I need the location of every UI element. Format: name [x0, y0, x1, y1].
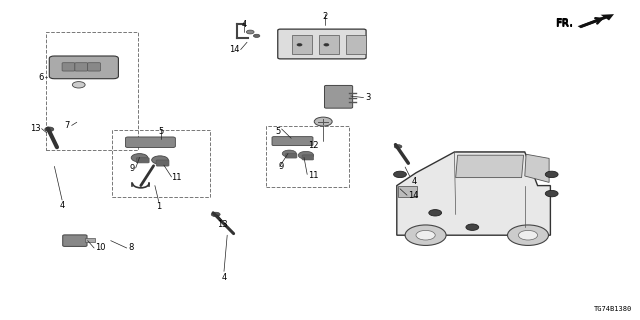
Text: 4: 4 [242, 20, 247, 29]
FancyBboxPatch shape [88, 63, 100, 71]
Text: 3: 3 [365, 93, 370, 102]
Text: FR.: FR. [555, 19, 573, 29]
Text: 6: 6 [38, 73, 44, 82]
Text: 10: 10 [95, 244, 105, 252]
FancyBboxPatch shape [136, 158, 149, 163]
Circle shape [405, 225, 446, 245]
Text: 5: 5 [159, 127, 164, 136]
Bar [319, 35, 339, 54]
FancyBboxPatch shape [302, 155, 314, 160]
Text: 11: 11 [308, 171, 319, 180]
Circle shape [72, 82, 85, 88]
FancyBboxPatch shape [272, 137, 313, 146]
Bar [346, 35, 366, 54]
FancyBboxPatch shape [278, 29, 366, 59]
Text: 7: 7 [64, 121, 69, 130]
Text: 11: 11 [172, 173, 182, 182]
Circle shape [297, 44, 302, 46]
Polygon shape [456, 155, 524, 178]
Circle shape [394, 171, 406, 178]
Circle shape [282, 150, 296, 157]
Text: 13: 13 [218, 220, 228, 229]
Circle shape [545, 171, 558, 178]
Bar [266, 126, 349, 187]
Circle shape [314, 117, 332, 126]
Circle shape [211, 212, 220, 217]
Circle shape [518, 230, 538, 240]
Bar [112, 130, 210, 197]
Text: TG74B1380: TG74B1380 [594, 306, 632, 312]
Polygon shape [397, 152, 550, 235]
Circle shape [246, 30, 254, 34]
Text: 14: 14 [230, 45, 240, 54]
Bar [85, 238, 95, 242]
Circle shape [152, 156, 168, 164]
FancyBboxPatch shape [125, 137, 175, 148]
FancyBboxPatch shape [63, 235, 87, 246]
Circle shape [394, 145, 402, 148]
FancyArrow shape [578, 14, 614, 28]
Circle shape [298, 151, 314, 159]
Circle shape [131, 154, 148, 162]
FancyBboxPatch shape [285, 154, 297, 158]
Text: 9: 9 [278, 162, 284, 171]
Text: 4: 4 [412, 177, 417, 186]
FancyBboxPatch shape [324, 85, 353, 108]
Text: 13: 13 [29, 124, 40, 133]
Text: 4: 4 [221, 273, 227, 282]
Bar [292, 35, 312, 54]
FancyBboxPatch shape [49, 56, 118, 79]
Polygon shape [525, 154, 549, 182]
Text: FR.: FR. [555, 18, 573, 28]
FancyBboxPatch shape [62, 63, 75, 71]
Text: 12: 12 [308, 141, 319, 150]
FancyBboxPatch shape [75, 63, 88, 71]
Circle shape [324, 44, 329, 46]
FancyBboxPatch shape [156, 160, 169, 166]
Text: 5: 5 [275, 127, 280, 136]
Circle shape [545, 190, 558, 197]
Text: 2: 2 [323, 12, 328, 21]
Text: 4: 4 [60, 201, 65, 210]
Bar [398, 186, 417, 197]
Circle shape [45, 127, 54, 132]
Circle shape [429, 210, 442, 216]
Text: 8: 8 [128, 244, 133, 252]
Text: 1: 1 [156, 202, 161, 211]
Circle shape [466, 224, 479, 230]
Circle shape [253, 34, 260, 37]
Text: 14: 14 [408, 191, 419, 200]
Circle shape [416, 230, 435, 240]
Bar [46, 32, 138, 150]
Text: 9: 9 [129, 164, 134, 172]
Circle shape [508, 225, 548, 245]
